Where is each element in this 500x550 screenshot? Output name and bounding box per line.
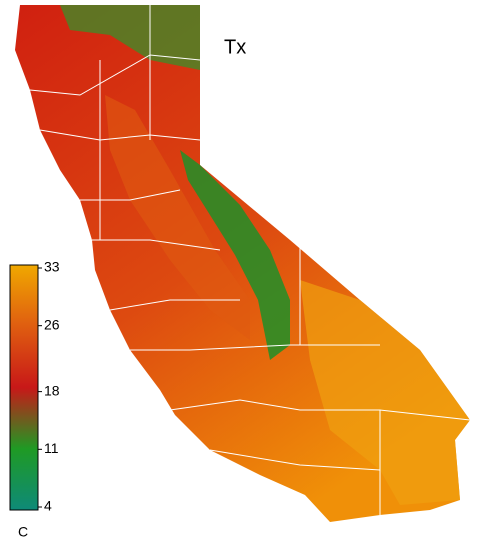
highland-cool-north [60, 5, 200, 70]
colorbar [9, 264, 39, 511]
colorbar-tick-label: 4 [44, 498, 52, 514]
colorbar-tick-label: 26 [44, 316, 60, 332]
sierra-cool [180, 150, 290, 360]
colorbar-tick-label: 33 [44, 259, 60, 275]
map-title: Tx [224, 36, 246, 58]
county-lines [29, 5, 471, 515]
colorbar-tick-label: 18 [44, 382, 60, 398]
desert-warm [300, 280, 470, 505]
colorbar-tick-label: 11 [44, 440, 59, 456]
central-valley [105, 95, 250, 340]
california-map [15, 5, 471, 522]
colorbar-unit: C [18, 524, 28, 540]
